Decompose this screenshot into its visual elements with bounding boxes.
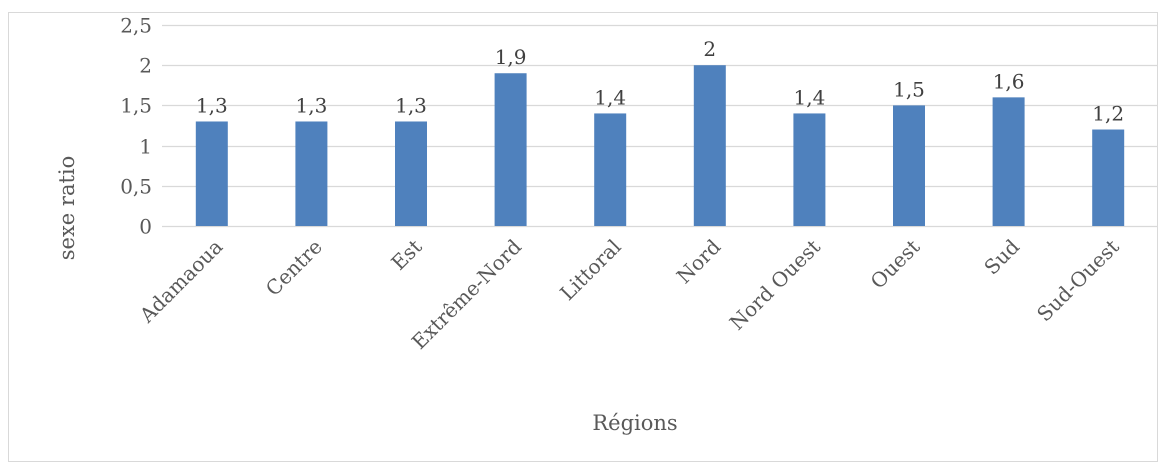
y-tick-labels: 0 0,5 1 1,5 2 2,5 <box>120 14 152 239</box>
bar <box>395 121 427 226</box>
x-tick-label: Ouest <box>866 235 925 294</box>
gridlines <box>162 24 1158 228</box>
y-tick-label: 2,5 <box>120 14 152 38</box>
bar <box>693 65 726 226</box>
data-label: 1,6 <box>993 69 1025 93</box>
data-label: 1,3 <box>196 93 228 117</box>
y-tick-label: 2 <box>139 54 152 78</box>
data-label: 2 <box>703 37 716 61</box>
x-tick-label: Nord Ouest <box>725 235 825 335</box>
bar <box>594 113 627 226</box>
bar <box>195 121 228 226</box>
y-tick-label: 0,5 <box>120 175 152 199</box>
x-tick-label: Adamaoua <box>134 235 227 328</box>
x-tick-label: Centre <box>261 235 327 301</box>
y-axis-title: sexe ratio <box>55 156 79 261</box>
data-labels: 1,3 1,3 1,3 1,9 1,4 2 1,4 1,5 1,6 1,2 <box>196 37 1124 125</box>
x-tick-label: Sud <box>979 234 1024 279</box>
y-tick-label: 1 <box>139 135 152 159</box>
x-tick-label: Nord <box>672 234 726 288</box>
bar <box>295 121 328 226</box>
data-label: 1,9 <box>495 45 527 69</box>
data-label: 1,4 <box>594 85 626 109</box>
x-tick-label: Sud-Ouest <box>1032 235 1124 327</box>
x-tick-label: Est <box>386 235 426 275</box>
x-axis-title: Régions <box>592 411 677 435</box>
y-tick-label: 0 <box>139 215 152 239</box>
data-label: 1,2 <box>1092 102 1124 126</box>
bar <box>992 97 1025 226</box>
data-label: 1,3 <box>295 93 327 117</box>
chart-frame <box>8 12 1158 462</box>
y-tick-label: 1,5 <box>120 94 152 118</box>
bar <box>893 105 925 226</box>
data-label: 1,5 <box>893 77 925 101</box>
data-label: 1,4 <box>793 85 825 109</box>
bars <box>195 65 1125 227</box>
data-label: 1,3 <box>395 93 427 117</box>
bar <box>494 73 527 227</box>
x-tick-label: Littoral <box>555 235 625 305</box>
bar <box>1092 129 1125 226</box>
bar <box>793 113 826 226</box>
